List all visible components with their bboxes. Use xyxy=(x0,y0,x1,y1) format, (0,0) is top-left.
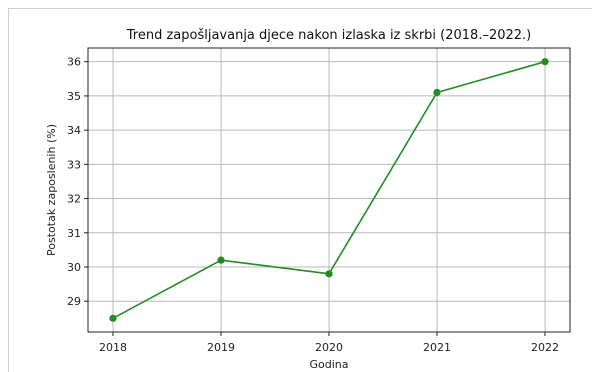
x-tick-label: 2019 xyxy=(207,341,235,354)
data-point-marker xyxy=(109,314,117,322)
figure-border-top xyxy=(8,8,592,9)
data-point-marker xyxy=(541,58,549,66)
figure-border-left xyxy=(8,8,9,372)
chart-title: Trend zapošljavanja djece nakon izlaska … xyxy=(126,28,532,43)
x-tick-label: 2020 xyxy=(315,341,343,354)
x-axis-title: Godina xyxy=(309,358,348,371)
x-tick-label: 2022 xyxy=(531,341,559,354)
y-tick-label: 29 xyxy=(67,295,81,308)
data-point-marker xyxy=(217,256,225,264)
y-tick-label: 34 xyxy=(67,124,81,137)
series-layer xyxy=(109,58,549,322)
y-tick-label: 33 xyxy=(67,158,81,171)
data-point-marker xyxy=(325,270,333,278)
axis-ticks: 2018 2019 2020 2021 2022 29 30 31 32 33 34 35 36 xyxy=(67,56,559,354)
y-tick-label: 32 xyxy=(67,193,81,206)
y-tick-label: 36 xyxy=(67,56,81,69)
data-point-marker xyxy=(433,88,441,97)
plot-area-frame xyxy=(87,47,571,333)
y-tick-label: 30 xyxy=(67,261,81,274)
y-tick-label: 31 xyxy=(67,227,81,240)
x-tick-label: 2021 xyxy=(423,341,451,354)
y-tick-label: 35 xyxy=(67,90,81,103)
y-axis-title: Postotak zaposlenih (%) xyxy=(45,124,58,256)
grid xyxy=(88,48,570,332)
x-tick-label: 2018 xyxy=(99,341,127,354)
